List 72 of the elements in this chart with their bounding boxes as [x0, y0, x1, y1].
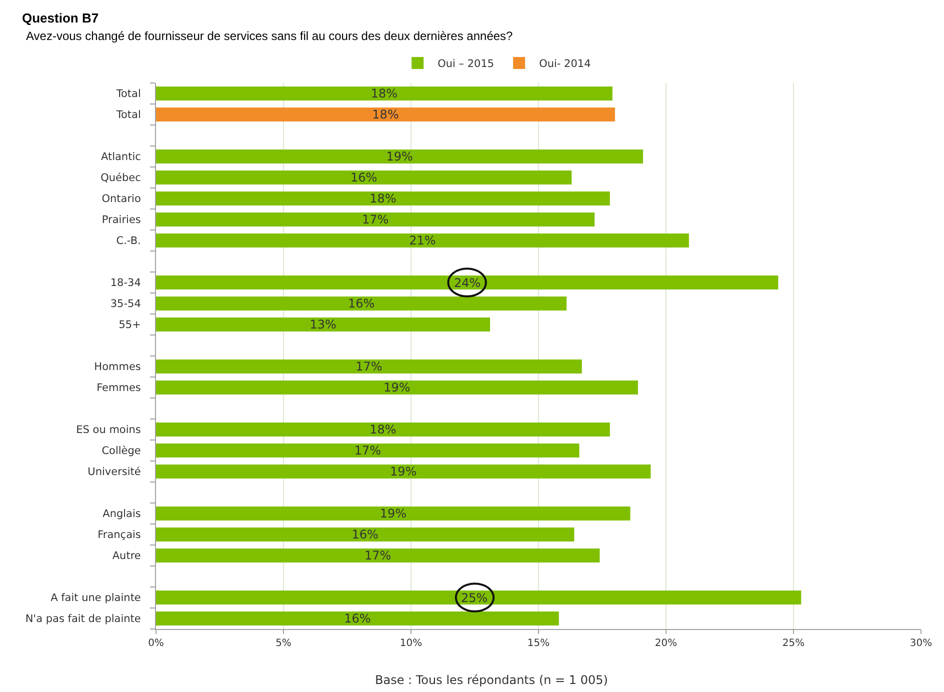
y-tick-label: Total [115, 109, 141, 122]
chart-subtitle: Avez-vous changé de fournisseur de services sans fil au cours des deux dernières années? [26, 29, 514, 43]
y-tick-label: Ontario [102, 193, 141, 206]
bar [156, 506, 630, 521]
data-label: 18% [370, 422, 396, 437]
bar [156, 422, 610, 437]
y-tick-label: 18-34 [110, 277, 142, 290]
y-tick-label: Français [98, 529, 141, 542]
x-tick-label: 15% [527, 638, 550, 649]
y-tick-label: Autre [112, 550, 141, 562]
y-tick-label: Université [88, 466, 141, 478]
legend-label: Oui- 2014 [539, 58, 592, 70]
bar [156, 380, 638, 395]
bar [156, 317, 490, 332]
y-tick-label: Québec [100, 172, 142, 184]
bar [156, 611, 559, 626]
data-label: 18% [370, 192, 396, 206]
bar [156, 212, 595, 227]
bar [156, 275, 778, 290]
bar [156, 170, 572, 185]
bar [156, 590, 802, 605]
bar [156, 464, 651, 479]
legend-label: Oui – 2015 [438, 58, 494, 70]
data-label: 18% [372, 108, 399, 122]
y-tick-label: N'a pas fait de plainte [25, 613, 141, 626]
data-label: 19% [384, 380, 410, 394]
y-tick-label: Collège [102, 445, 141, 458]
bar [156, 233, 689, 248]
x-tick-label: 10% [400, 638, 422, 649]
x-tick-label: 25% [782, 638, 805, 649]
data-label: 17% [356, 359, 382, 374]
x-tick-label: 20% [654, 638, 678, 649]
bar [156, 359, 582, 374]
data-label: 16% [344, 612, 371, 626]
y-tick-label: Atlantic [100, 151, 142, 164]
data-label: 16% [350, 170, 378, 185]
x-tick-label: 30% [910, 638, 932, 649]
data-label: 17% [362, 212, 389, 227]
bar [156, 527, 574, 542]
bar [156, 107, 615, 122]
bar [156, 86, 612, 101]
data-label: 19% [386, 150, 413, 164]
y-tick-label: Hommes [94, 361, 141, 374]
bar [156, 149, 644, 164]
annotation: 25% [461, 591, 488, 605]
annotation: 24% [454, 276, 481, 290]
data-label: 17% [354, 444, 381, 458]
y-tick-label: Total [115, 88, 141, 100]
x-tick-label: 5% [276, 638, 292, 649]
y-tick-label: C.-B. [116, 235, 141, 248]
y-tick-label: Anglais [102, 508, 141, 520]
y-tick-label: Femmes [96, 382, 141, 394]
data-label: 13% [310, 317, 336, 332]
data-label: 18% [370, 86, 398, 101]
bar [156, 443, 580, 458]
y-tick-label: 35-54 [110, 298, 142, 310]
chart-title: Question B7 [22, 10, 99, 26]
text: Base : Tous les répondants (n = 1 005) [375, 673, 608, 687]
y-tick-label: 55+ [118, 319, 141, 332]
data-label: 19% [390, 464, 417, 479]
bar [156, 296, 567, 311]
data-label: 16% [348, 296, 375, 310]
bar [156, 548, 600, 563]
y-tick-label: A fait une plainte [50, 592, 141, 604]
data-label: 21% [409, 234, 436, 248]
bar [156, 191, 610, 206]
y-tick-label: Prairies [102, 214, 141, 226]
data-label: 17% [364, 548, 392, 563]
data-label: 16% [352, 528, 378, 542]
x-tick-label: 0% [148, 638, 164, 649]
data-label: 19% [380, 506, 406, 521]
y-tick-label: ES ou moins [76, 424, 141, 436]
